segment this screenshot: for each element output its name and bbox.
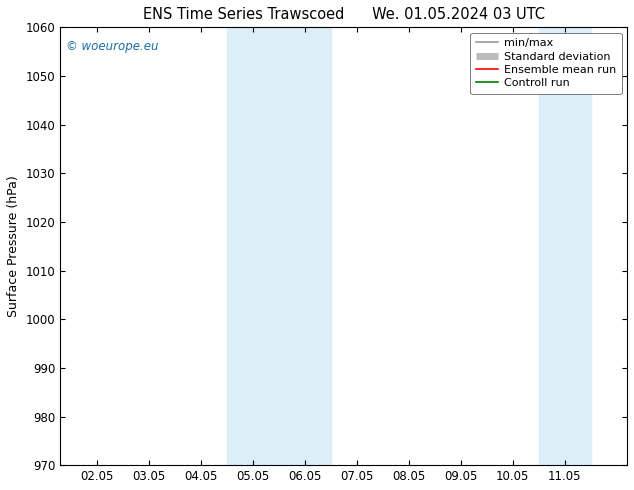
Bar [278,27,330,465]
Legend: min/max, Standard deviation, Ensemble mean run, Controll run: min/max, Standard deviation, Ensemble me… [470,33,621,94]
Bar [539,27,591,465]
Bar [226,27,278,465]
Title: ENS Time Series Trawscoed      We. 01.05.2024 03 UTC: ENS Time Series Trawscoed We. 01.05.2024… [143,7,545,22]
Text: © woeurope.eu: © woeurope.eu [66,40,158,53]
Y-axis label: Surface Pressure (hPa): Surface Pressure (hPa) [7,175,20,317]
